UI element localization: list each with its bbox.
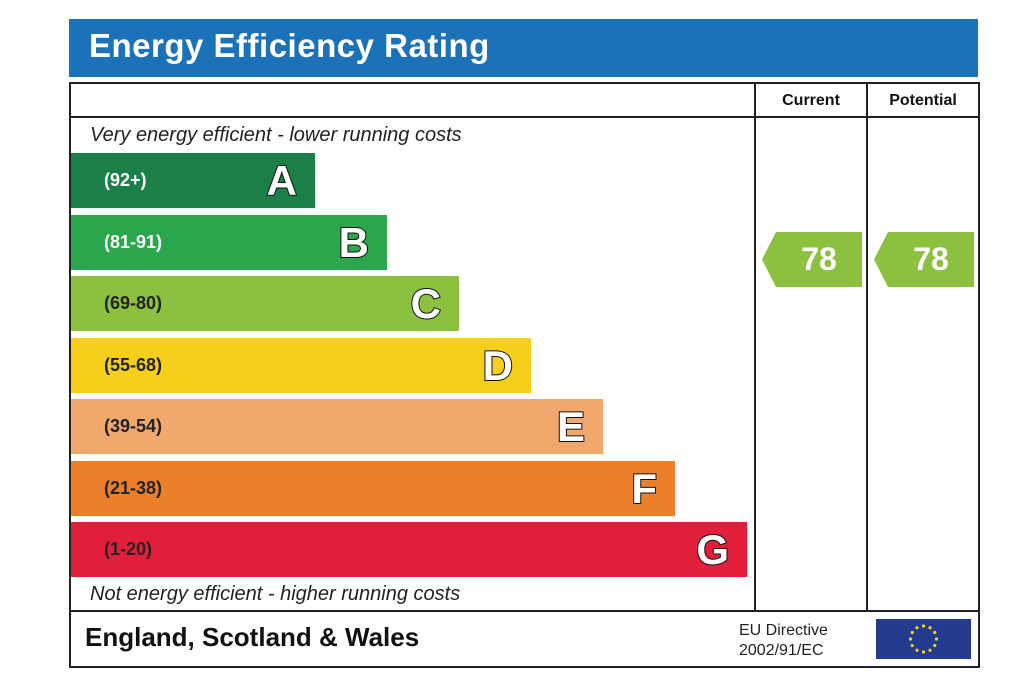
eu-stars [908,624,939,654]
eu-star [933,643,937,648]
band-e-range: (39-54) [104,416,163,436]
band-d-letter: D [482,341,514,390]
eu-star [928,648,932,652]
header-bar: Energy Efficiency Rating [69,19,978,77]
band-e-letter: E [556,402,586,451]
eu-directive-line2: 2002/91/EC [739,642,824,659]
band-f-range: (21-38) [104,477,163,498]
potential-rating-arrow: 78 [874,232,974,287]
bottom-caption: Not energy efficient - higher running co… [90,583,461,605]
band-g-range: (1-20) [104,539,153,559]
footer-divider [71,610,978,612]
current-column-divider [754,84,756,612]
eu-star [915,626,919,630]
eu-star [910,643,914,648]
band-g: (1-20) G [71,522,747,577]
band-a-letter: A [266,156,298,205]
eu-star [928,626,932,630]
band-d: (55-68) D [71,337,531,393]
eu-star [921,624,926,628]
eu-flag-icon [876,619,971,659]
band-b: (81-91) B [71,214,387,270]
potential-column-header: Potential [889,92,957,109]
band-f: (21-38) F [71,460,675,516]
band-b-letter: B [338,218,370,267]
band-c-range: (69-80) [104,293,163,313]
eu-star [921,650,926,654]
eu-star [910,630,914,635]
band-a: (92+) A [71,153,315,208]
potential-rating-value: 78 [913,241,949,277]
rating-frame: Current Potential Very energy efficient … [69,82,980,668]
potential-arrow-shape [874,232,974,287]
current-rating-value: 78 [801,241,837,277]
eu-star [915,648,919,652]
chart-title: Energy Efficiency Rating [89,27,490,64]
eu-star [908,637,913,641]
band-e: (39-54) E [71,399,603,454]
current-rating-arrow: 78 [762,232,862,287]
current-column-header: Current [782,92,840,109]
top-caption: Very energy efficient - lower running co… [90,124,462,146]
band-b-range: (81-91) [104,231,163,252]
eu-directive-line1: EU Directive [739,622,828,639]
potential-column-divider [866,84,868,612]
current-arrow-shape [762,232,862,287]
eu-star [933,630,937,635]
band-f-letter: F [630,464,658,513]
header-row-divider [71,116,978,118]
band-c: (69-80) C [71,276,459,331]
band-a-range: (92+) [104,170,147,190]
region-label: England, Scotland & Wales [85,622,420,652]
band-g-letter: G [695,525,730,574]
eu-star [934,637,939,641]
band-d-range: (55-68) [104,354,163,375]
band-c-letter: C [410,279,442,328]
eu-directive-text: EU Directive 2002/91/EC [739,621,828,661]
